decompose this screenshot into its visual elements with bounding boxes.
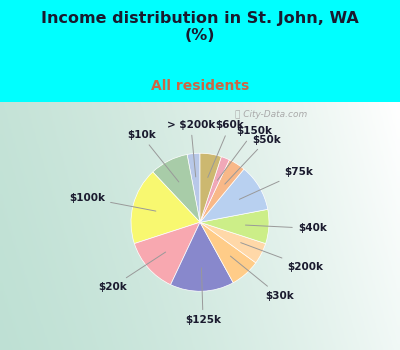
Text: $30k: $30k [230,256,294,301]
Wedge shape [200,209,269,244]
Text: $60k: $60k [208,120,244,177]
Text: $40k: $40k [246,223,327,233]
Wedge shape [134,222,200,285]
Text: All residents: All residents [151,79,249,93]
Text: > $200k: > $200k [166,120,215,177]
Text: $125k: $125k [185,268,221,325]
Text: $50k: $50k [225,134,281,184]
Text: ⓘ City-Data.com: ⓘ City-Data.com [235,111,307,119]
Text: $20k: $20k [98,252,166,292]
Wedge shape [131,172,200,244]
Text: $75k: $75k [239,167,313,199]
Wedge shape [200,153,221,222]
Wedge shape [200,169,268,222]
Wedge shape [200,222,256,283]
Text: $200k: $200k [241,243,323,272]
Wedge shape [187,153,200,222]
Wedge shape [200,157,229,222]
Text: $100k: $100k [69,193,156,211]
Wedge shape [200,222,266,263]
Text: $10k: $10k [127,130,179,182]
Wedge shape [153,154,200,222]
Wedge shape [171,222,233,291]
Wedge shape [200,160,244,222]
Text: Income distribution in St. John, WA
(%): Income distribution in St. John, WA (%) [41,10,359,43]
Text: $150k: $150k [218,126,272,180]
